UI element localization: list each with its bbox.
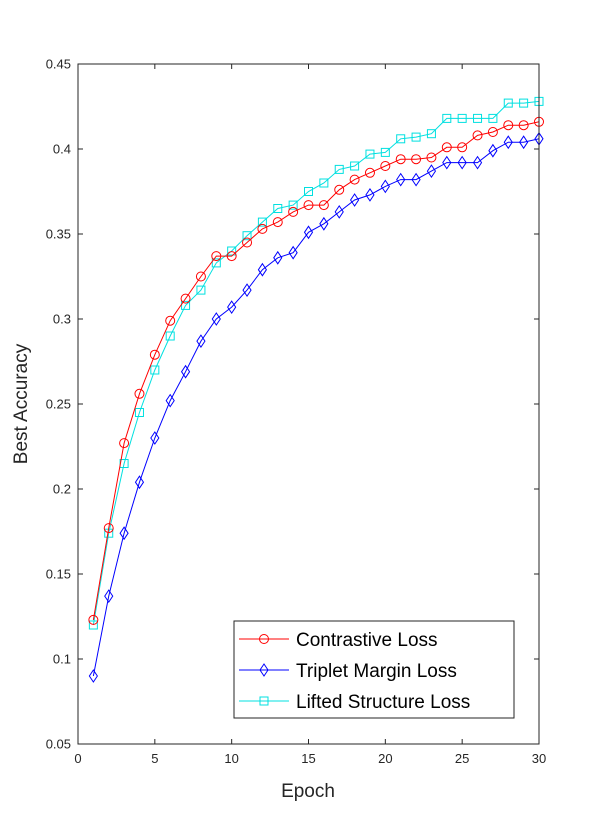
y-tick-label: 0.25 xyxy=(46,397,71,412)
legend-label: Contrastive Loss xyxy=(296,630,438,651)
legend: Contrastive Loss Triplet Margin Loss Lifte… xyxy=(234,621,514,718)
x-tick-label: 15 xyxy=(301,751,315,766)
y-tick-label: 0.15 xyxy=(46,567,71,582)
y-tick-label: 0.1 xyxy=(53,652,71,667)
y-tick-label: 0.3 xyxy=(53,312,71,327)
y-tick-label: 0.2 xyxy=(53,482,71,497)
x-tick-label: 30 xyxy=(532,751,546,766)
x-tick-label: 25 xyxy=(455,751,469,766)
y-tick-label: 0.35 xyxy=(46,227,71,242)
y-tick-label: 0.05 xyxy=(46,737,71,752)
x-tick-label: 5 xyxy=(151,751,158,766)
x-axis-title: Epoch xyxy=(281,781,335,802)
x-tick-label: 0 xyxy=(74,751,81,766)
y-tick-label: 0.4 xyxy=(53,142,71,157)
legend-label: Lifted Structure Loss xyxy=(296,692,470,713)
legend-label: Triplet Margin Loss xyxy=(296,661,457,682)
x-tick-label: 20 xyxy=(378,751,392,766)
y-tick-label: 0.45 xyxy=(46,57,71,72)
x-tick-label: 10 xyxy=(224,751,238,766)
y-axis-title: Best Accuracy xyxy=(11,343,32,464)
